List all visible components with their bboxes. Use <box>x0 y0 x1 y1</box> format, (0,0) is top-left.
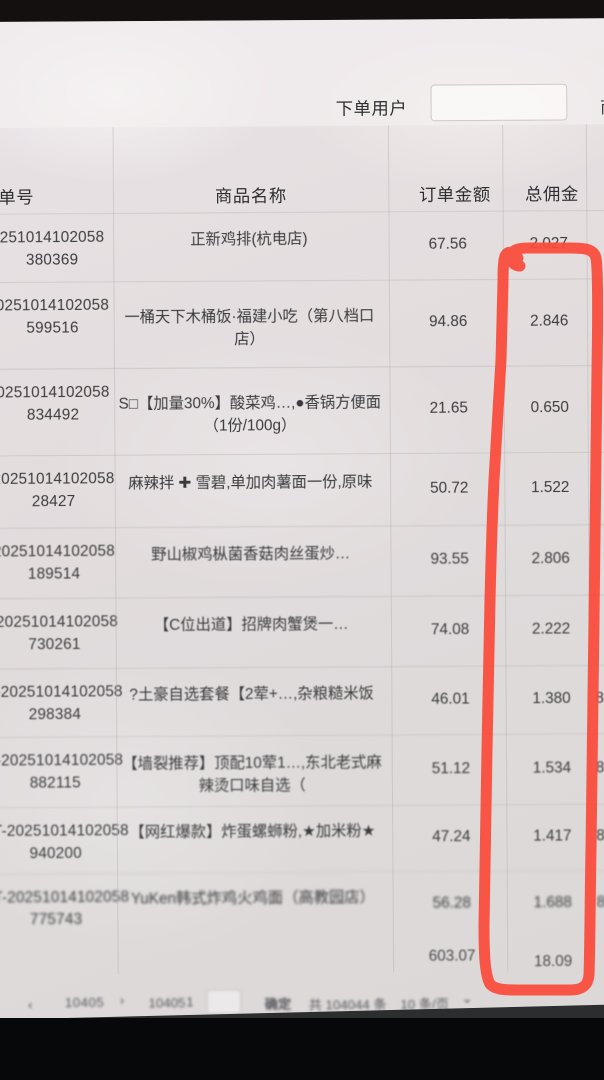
cell-total-commission: 1.522 <box>531 478 570 497</box>
cell-product-name: S□【加量30%】酸菜鸡…,●香锅方便面（1份/100g） <box>118 393 382 435</box>
cell-total-commission: 2.806 <box>531 549 570 568</box>
orders-table: 订单号 商品名称 订单金额 总佣金 251014102058 380369 正新鸡排… <box>0 124 604 1029</box>
pagination-next-button[interactable]: › <box>119 992 125 1008</box>
pagination-prev-button[interactable]: ‹ <box>28 996 33 1013</box>
order-user-label: 下单用户 <box>335 98 408 119</box>
table-row[interactable]: -20251014102058 730261 【C位出道】招牌肉蟹煲一… 74.08 2… <box>0 594 604 669</box>
cell-order-amount: 46.01 <box>431 690 470 708</box>
column-header-product-name[interactable]: 商品名称 <box>214 186 287 207</box>
cell-total-commission: 2.222 <box>531 620 571 638</box>
column-header-total-commission[interactable]: 总佣金 <box>524 184 579 205</box>
cell-order-amount: 47.24 <box>432 827 471 846</box>
cell-total-commission: 1.380 <box>532 689 571 708</box>
order-user-input[interactable] <box>430 83 568 122</box>
cell-product-name: ?土豪自选套餐【2荤+…,杂粮糙米饭 <box>129 684 374 704</box>
pagination-jump-input[interactable] <box>206 989 242 1015</box>
cell-product-name: YuKen韩式炸鸡火鸡面（高教园店） <box>130 888 375 908</box>
cell-product-name: 野山椒鸡枞菌香菇肉丝蛋炒… <box>151 545 351 564</box>
table-row[interactable]: T-20251014102058 882115 【墙裂推荐】顶配10荤1…,东北老式… <box>0 733 604 808</box>
cell-extra-column: 8 <box>595 758 604 777</box>
screen-content: 号 下单用户 商 订单号 商品名称 订单金额 总佣金 2510141020583… <box>0 18 604 1032</box>
table-row[interactable]: T-20251014102058 298384 ?土豪自选套餐【2荤+…,杂粮糙米饭… <box>0 664 604 737</box>
cell-total-commission: 2.846 <box>530 312 569 330</box>
cell-order-amount: 74.08 <box>430 620 470 639</box>
table-row[interactable]: 251014102058 380369 正新鸡排(杭电店) 67.56 2.027 <box>0 209 604 283</box>
table-totals-row: 603.07 18.09 <box>0 936 604 981</box>
cell-extra-column: 8 <box>596 827 604 845</box>
cell-order-amount: 21.65 <box>429 399 468 418</box>
chevron-down-icon[interactable]: ⌄ <box>461 990 473 1006</box>
cell-extra-column: 8 <box>596 893 604 911</box>
filter-bar: 号 下单用户 商 <box>0 18 604 129</box>
cell-product-name: 麻辣拌 ✚ 雪碧,单加肉薯面一份,原味 <box>128 473 373 493</box>
pagination-total-pages: 10405 <box>148 994 186 1011</box>
monitor-bottom-bezel: 搜索 <box>0 1018 604 1080</box>
cell-order-amount: 94.86 <box>429 312 468 331</box>
table-body: 251014102058 380369 正新鸡排(杭电店) 67.56 2.027 025… <box>0 209 604 940</box>
pagination-current-page[interactable]: 10405 <box>64 994 105 1010</box>
filter-right-partial-label: 商 <box>599 97 604 118</box>
cell-order-amount: 51.12 <box>431 759 471 778</box>
cell-order-amount: 93.55 <box>430 550 469 569</box>
cell-total-commission: 1.688 <box>533 893 572 912</box>
pagination-confirm-button[interactable]: 确定 <box>264 996 292 1012</box>
table-row[interactable]: 20251014102058 28427 麻辣拌 ✚ 雪碧,单加肉薯面一份,原味 50… <box>0 451 604 528</box>
table-row[interactable]: ST-20251014102058 775743 YuKen韩式炸鸡火鸡面（高教园店… <box>0 869 604 940</box>
column-header-order-no[interactable]: 订单号 <box>0 187 35 208</box>
pagination-jump-label: 1 <box>186 993 194 1010</box>
table-row[interactable]: 0251014102058 834492 S□【加量30%】酸菜鸡…,●香锅方便面（… <box>0 364 604 456</box>
cell-product-name: 一桶天下木桶饭·福建小吃（第八档口店） <box>124 307 375 348</box>
cell-extra-column: 8 <box>595 689 604 707</box>
cell-product-name: 【网红爆款】炸蛋螺蛳粉,★加米粉★ <box>129 822 376 842</box>
cell-product-name: 正新鸡排(杭电店) <box>190 230 308 249</box>
totals-order-amount: 603.07 <box>428 947 476 965</box>
totals-total-commission: 18.09 <box>533 952 573 971</box>
column-header-order-amount[interactable]: 订单金额 <box>418 185 491 206</box>
cell-total-commission: 1.417 <box>533 827 572 845</box>
table-row[interactable]: 20251014102058 189514 野山椒鸡枞菌香菇肉丝蛋炒… 93.55 2.… <box>0 524 604 599</box>
cell-product-name: 【墙裂推荐】顶配10荤1…,东北老式麻辣烫口味自选（ <box>122 753 382 795</box>
table-row[interactable]: ST-20251014102058 940200 【网红爆款】炸蛋螺蛳粉,★加米粉★… <box>0 803 604 874</box>
table-header-row: 订单号 商品名称 订单金额 总佣金 <box>0 124 604 213</box>
cell-total-commission: 1.534 <box>532 758 572 777</box>
cell-order-amount: 50.72 <box>430 479 469 497</box>
cell-total-commission: 0.650 <box>530 398 569 417</box>
cell-total-commission: 2.027 <box>529 234 568 253</box>
cell-order-amount: 67.56 <box>428 235 467 253</box>
table-row[interactable]: 0251014102058 599516 一桶天下木桶饭·福建小吃（第八档口店） 94… <box>0 278 604 369</box>
cell-order-amount: 56.28 <box>432 894 472 912</box>
cell-product-name: 【C位出道】招牌肉蟹煲一… <box>153 615 349 635</box>
